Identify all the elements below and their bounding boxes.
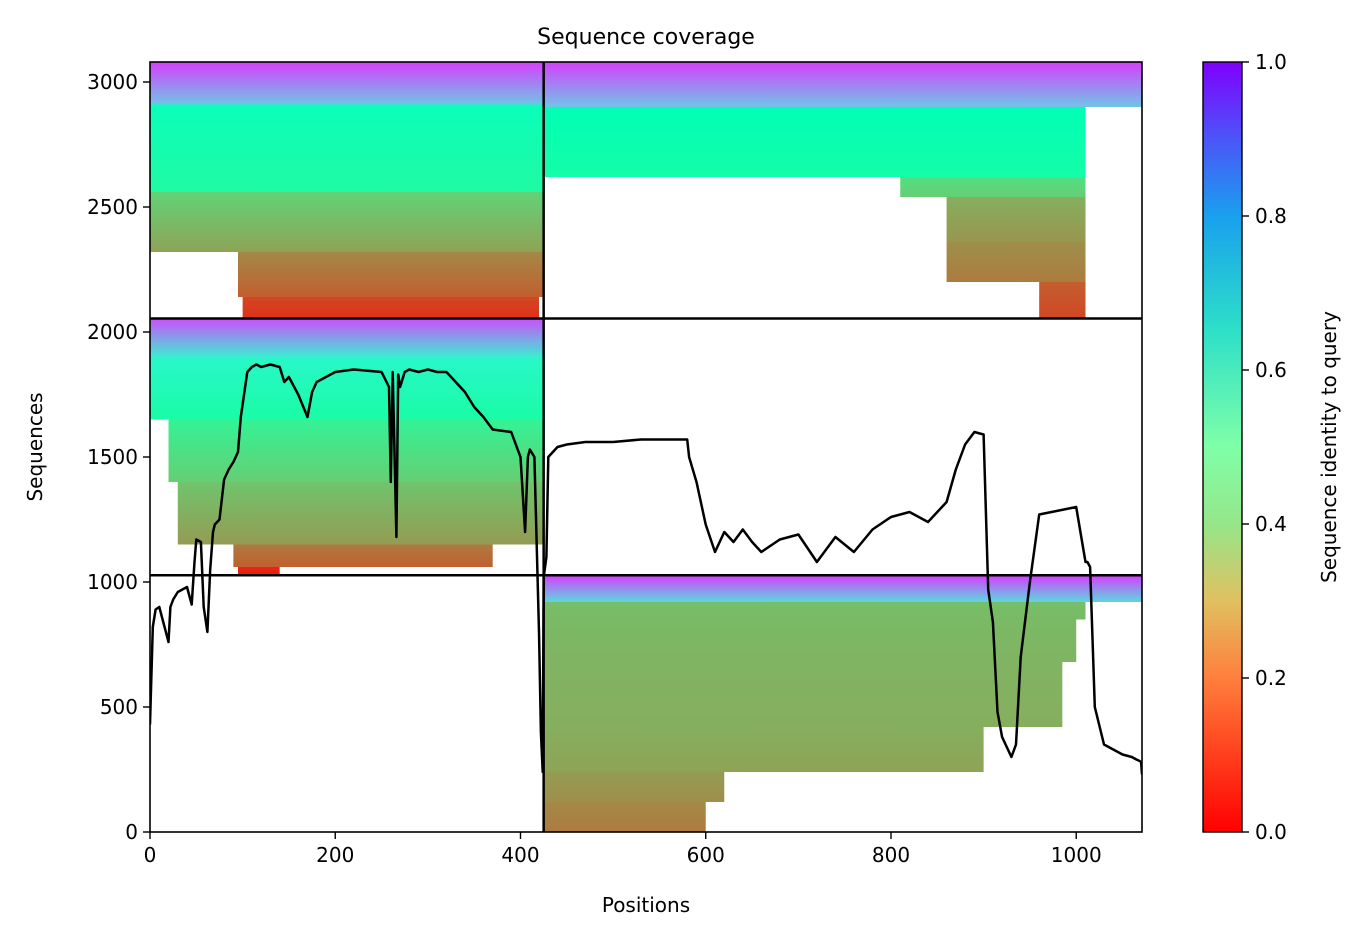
coverage-heatmap — [150, 62, 1142, 832]
colorbar-tick-label: 0.2 — [1255, 666, 1287, 690]
heatmap-band — [1039, 282, 1086, 319]
y-axis-label: Sequences — [23, 392, 47, 501]
colorbar-label: Sequence identity to query — [1317, 311, 1341, 583]
block-top-right — [543, 62, 1142, 319]
heatmap-band — [543, 107, 1086, 177]
x-axis-label: Positions — [602, 893, 690, 917]
y-tick-label: 1500 — [87, 445, 138, 469]
x-tick-label: 400 — [501, 843, 539, 867]
x-axis-ticks: 0 200 400 600 800 1000 — [144, 832, 1102, 867]
colorbar: 0.0 0.2 0.4 0.6 0.8 1.0 Sequence identity to … — [1202, 50, 1341, 844]
heatmap-band — [543, 575, 1142, 602]
block-bottom-right — [543, 575, 1142, 832]
heatmap-band — [543, 727, 984, 772]
block-top-left — [150, 62, 544, 319]
heatmap-band — [543, 662, 1063, 727]
heatmap-band — [150, 192, 544, 252]
heatmap-band — [946, 197, 1086, 242]
colorbar-ticks: 0.0 0.2 0.4 0.6 0.8 1.0 — [1242, 50, 1287, 844]
x-tick-label: 1000 — [1051, 843, 1102, 867]
heatmap-band — [543, 62, 1142, 107]
x-tick-label: 0 — [144, 843, 157, 867]
heatmap-band — [150, 357, 544, 420]
y-tick-label: 1000 — [87, 570, 138, 594]
heatmap-band — [237, 567, 280, 576]
heatmap-band — [543, 602, 1086, 620]
heatmap-band — [900, 177, 1086, 197]
heatmap-band — [543, 772, 725, 802]
heatmap-band — [237, 252, 544, 297]
y-axis-ticks: 0 500 1000 1500 2000 2500 3000 — [87, 70, 150, 844]
x-tick-label: 200 — [316, 843, 354, 867]
y-tick-label: 2000 — [87, 320, 138, 344]
coverage-line — [150, 363, 1142, 775]
colorbar-tick-label: 0.0 — [1255, 820, 1287, 844]
plot-frame — [149, 61, 1143, 833]
y-tick-label: 3000 — [87, 70, 138, 94]
block-middle-left — [150, 318, 544, 576]
heatmap-band — [150, 62, 544, 105]
heatmap-band — [150, 104, 544, 192]
heatmap-band — [242, 297, 540, 319]
heatmap-band — [543, 802, 706, 832]
heatmap-band — [233, 544, 493, 567]
y-tick-label: 500 — [100, 695, 138, 719]
heatmap-band — [543, 619, 1077, 662]
y-tick-label: 2500 — [87, 195, 138, 219]
colorbar-tick-label: 0.4 — [1255, 512, 1287, 536]
heatmap-band — [946, 242, 1086, 282]
colorbar-tick-label: 1.0 — [1255, 50, 1287, 74]
heatmap-band — [168, 419, 544, 482]
colorbar-tick-label: 0.8 — [1255, 204, 1287, 228]
chart-title: Sequence coverage — [537, 25, 755, 50]
heatmap-band — [150, 318, 544, 357]
colorbar-tick-label: 0.6 — [1255, 358, 1287, 382]
x-tick-label: 800 — [872, 843, 910, 867]
plot-area — [149, 61, 1143, 833]
colorbar-gradient — [1202, 61, 1243, 833]
y-tick-label: 0 — [125, 820, 138, 844]
heatmap-band — [177, 482, 544, 545]
x-tick-label: 600 — [687, 843, 725, 867]
